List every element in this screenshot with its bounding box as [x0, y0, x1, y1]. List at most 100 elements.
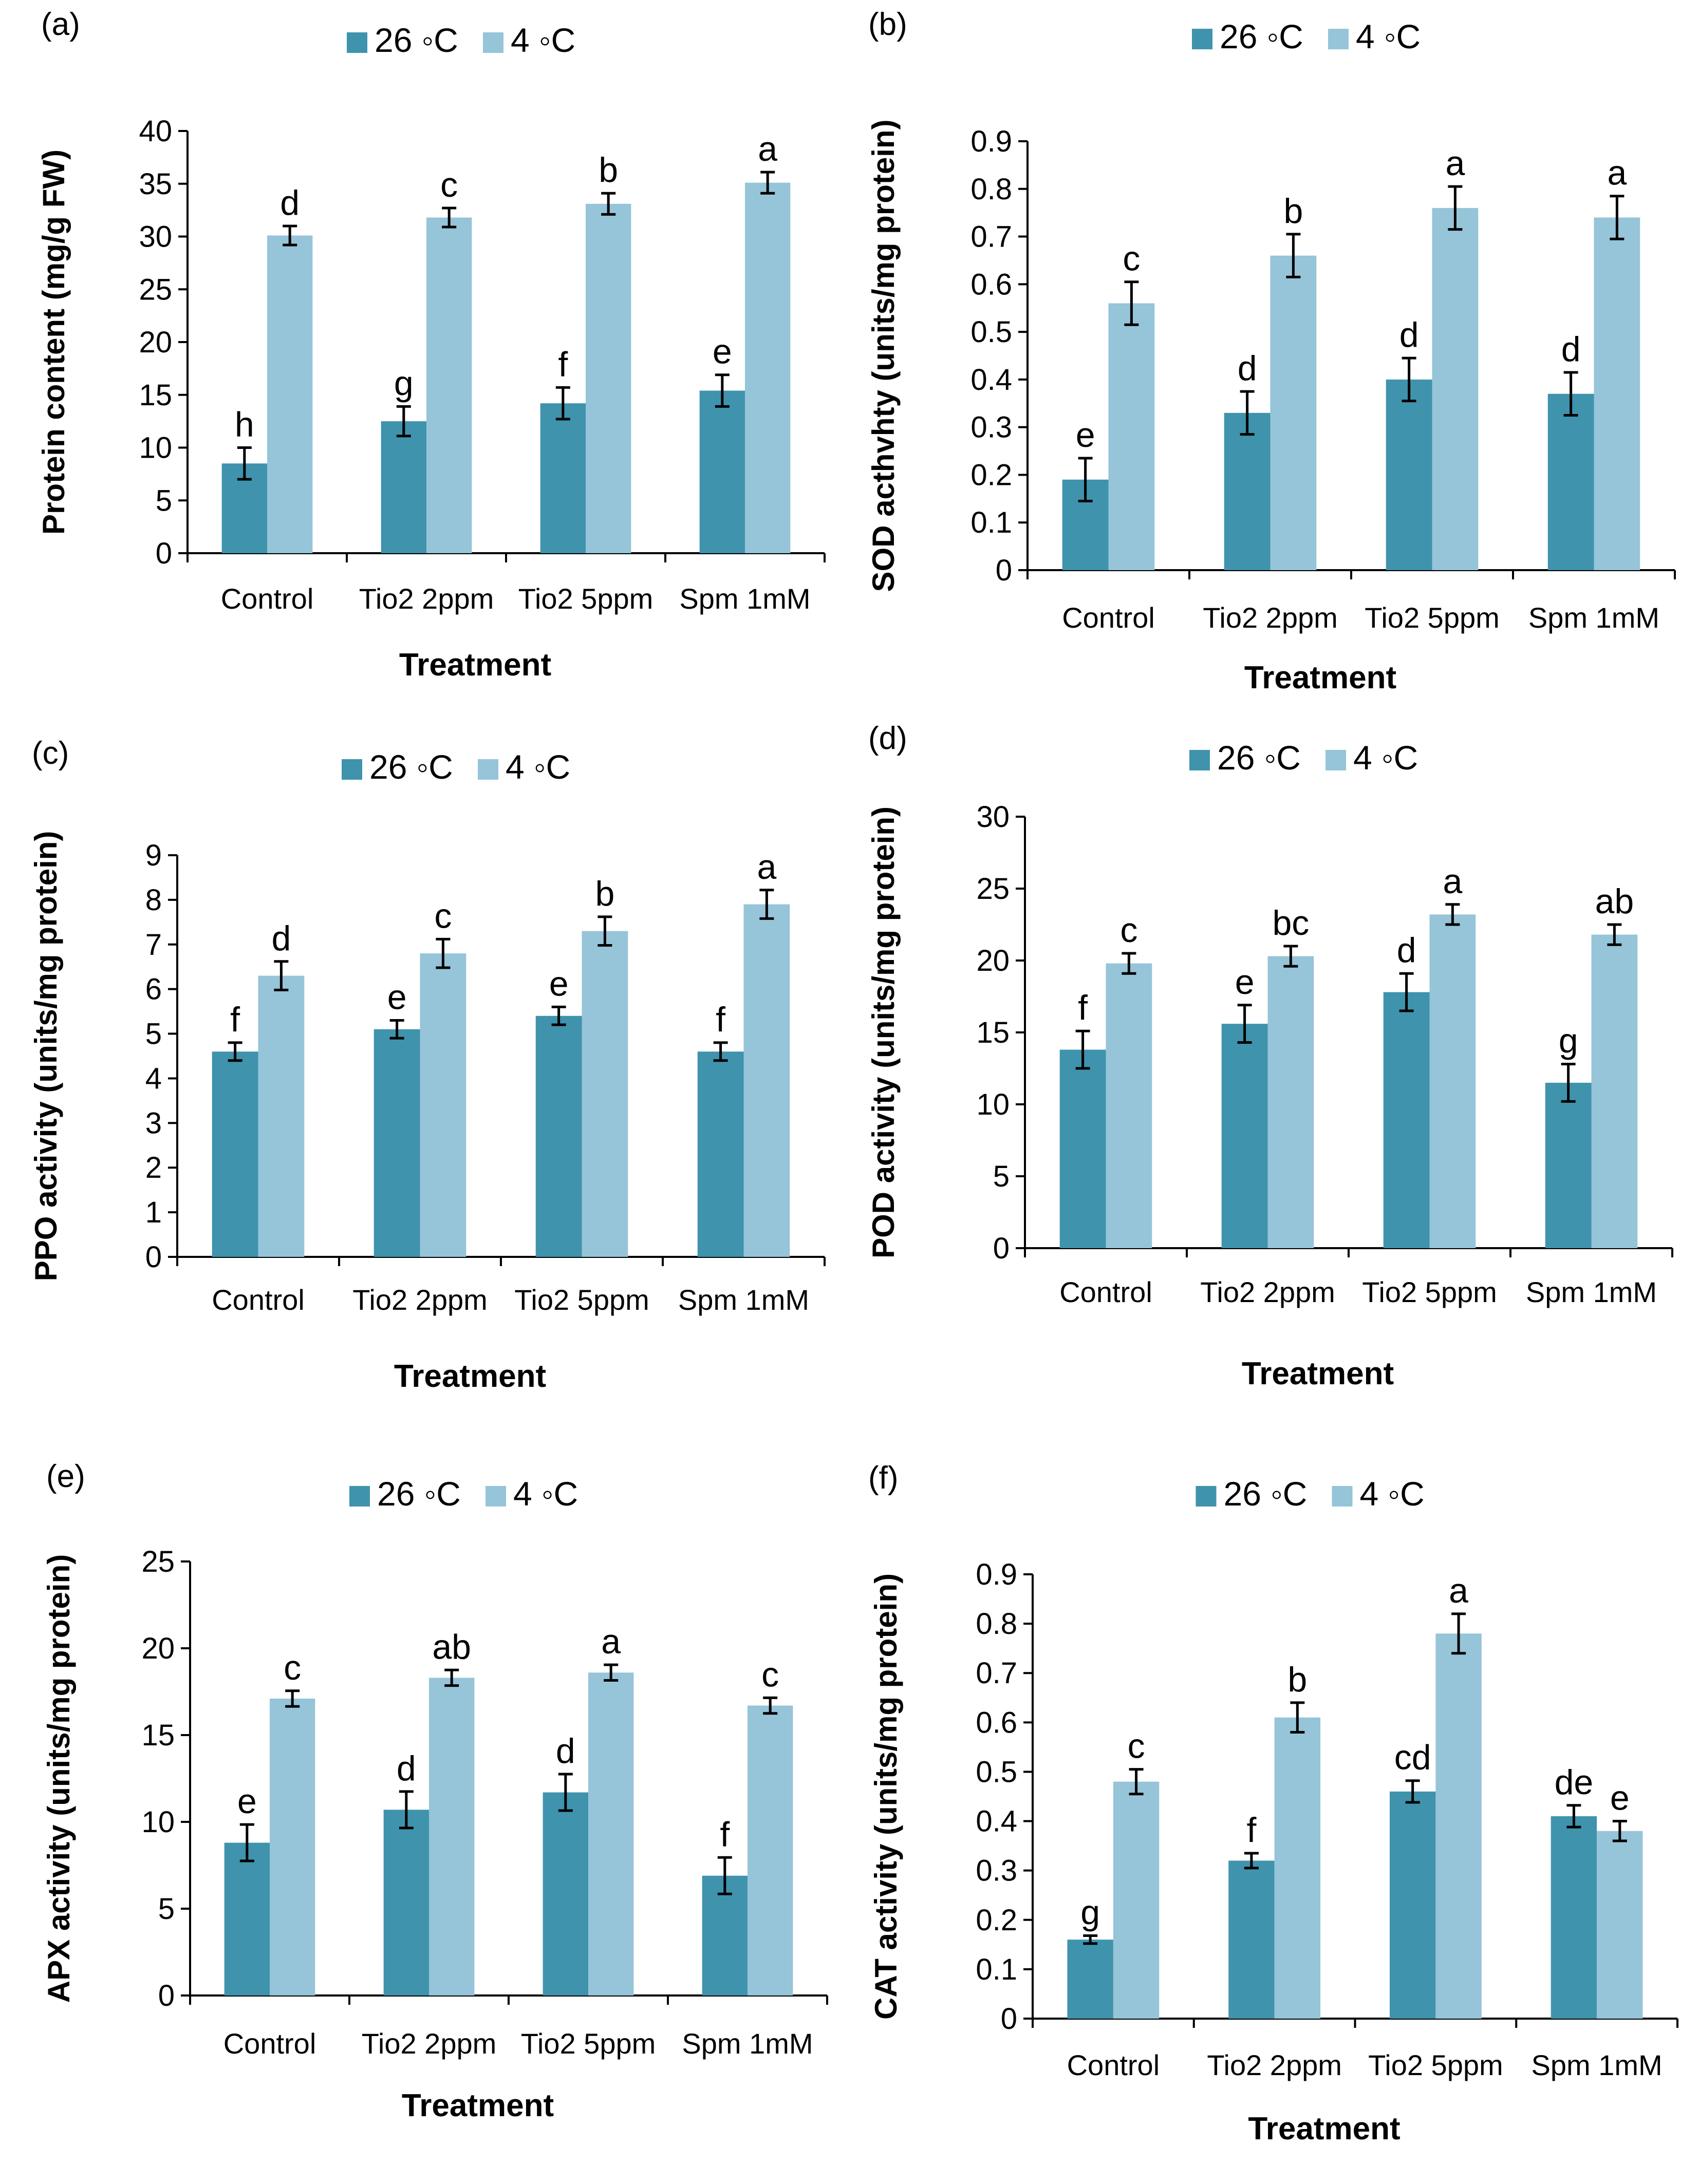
bar-4c: [267, 235, 313, 553]
error-bar: [399, 1790, 414, 1830]
significance-letter: f: [558, 345, 568, 384]
x-category-label: Spm 1mM: [1526, 1276, 1657, 1308]
bar-4c: [258, 975, 305, 1257]
error-bar: [1399, 972, 1414, 1012]
significance-letter: ab: [1595, 882, 1634, 921]
y-tick-label: 0.9: [976, 1558, 1017, 1591]
significance-letter: bc: [1272, 903, 1309, 943]
bar-26c: [383, 1810, 429, 1995]
error-bar: [1290, 1701, 1305, 1734]
error-bar: [1129, 1768, 1144, 1796]
significance-letter: d: [397, 1749, 416, 1788]
significance-letter: e: [1235, 963, 1255, 1002]
y-tick-label: 0.9: [970, 125, 1012, 158]
y-tick-label: 0.7: [970, 220, 1012, 254]
significance-letter: g: [1559, 1022, 1578, 1061]
x-category-label: Tio2 5ppm: [1365, 601, 1500, 634]
y-tick-label: 10: [139, 431, 172, 465]
y-tick-label: 0.4: [970, 363, 1012, 397]
error-bar: [555, 386, 570, 421]
legend-label-26c: 26 ◦C: [1220, 17, 1303, 55]
y-tick-label: 1: [145, 1196, 162, 1229]
error-bar: [237, 446, 252, 481]
legend-swatch-26c: [349, 1486, 370, 1507]
bar-4c: [426, 217, 472, 553]
error-bar: [1566, 1804, 1581, 1829]
significance-letter: c: [1120, 911, 1137, 950]
significance-letter: a: [757, 848, 776, 887]
y-axis-title: POD activity (units/mg protein): [866, 806, 901, 1258]
y-tick-label: 0: [1001, 2002, 1017, 2036]
bar-26c: [543, 1792, 588, 1995]
significance-letter: e: [1076, 416, 1095, 455]
significance-letter: c: [284, 1648, 301, 1687]
bar-26c: [1224, 412, 1271, 570]
bar-26c: [697, 1051, 744, 1257]
error-bar: [436, 937, 451, 969]
y-tick-label: 6: [145, 973, 162, 1006]
error-bar: [601, 192, 616, 216]
significance-letter: de: [1555, 1763, 1594, 1802]
significance-letter: c: [1123, 239, 1140, 278]
legend-swatch-26c: [1189, 750, 1210, 770]
chart-panel: (c) 26 ◦C 4 ◦C 0 1 2 3 4 5 6 7 8 9 f d Control e c Tio2 2p…: [29, 736, 826, 1394]
significance-letter: f: [716, 1000, 725, 1039]
bar-26c: [1067, 1940, 1113, 2019]
error-bar: [1237, 1004, 1252, 1044]
y-tick-label: 10: [976, 1088, 1010, 1121]
bar-4c: [1108, 303, 1155, 570]
y-tick-label: 40: [139, 115, 172, 148]
error-bar: [1610, 195, 1625, 240]
x-category-label: Tio2 5ppm: [518, 582, 654, 615]
y-tick-label: 20: [139, 326, 172, 359]
error-bar: [604, 1663, 619, 1682]
error-bar: [1402, 356, 1416, 403]
y-tick-label: 0: [158, 1979, 175, 2012]
panel-label: (a): [41, 7, 80, 42]
y-tick-label: 10: [141, 1805, 175, 1839]
bar-26c: [540, 403, 586, 553]
significance-letter: b: [1287, 1660, 1307, 1699]
x-category-label: Tio2 2ppm: [362, 2027, 497, 2060]
significance-letter: a: [1449, 1571, 1468, 1610]
y-tick-label: 0: [996, 554, 1012, 587]
bar-26c: [1386, 379, 1432, 570]
significance-letter: b: [595, 874, 614, 913]
error-bar: [444, 1668, 459, 1687]
significance-letter: a: [1607, 154, 1627, 193]
bar-4c: [1597, 1831, 1643, 2019]
legend-label-4c: 4 ◦C: [513, 1475, 578, 1513]
y-tick-label: 0: [156, 537, 172, 570]
x-category-label: Control: [1062, 601, 1155, 634]
x-category-label: Spm 1mM: [678, 1284, 809, 1316]
error-bar: [396, 405, 411, 438]
significance-letter: cd: [1394, 1738, 1431, 1777]
y-tick-label: 0.7: [976, 1656, 1017, 1690]
error-bar: [274, 960, 289, 991]
y-tick-label: 0.5: [970, 315, 1012, 349]
significance-letter: c: [434, 896, 452, 935]
error-bar: [715, 373, 730, 408]
x-category-label: Spm 1mM: [679, 582, 810, 615]
significance-letter: d: [1238, 349, 1257, 388]
error-bar: [285, 1689, 300, 1708]
error-bar: [228, 1041, 242, 1062]
chart-panel: (b) 26 ◦C 4 ◦C 0 0.1 0.2 0.3 0.4 0.5 0.6 0.7 0.8 0.9…: [866, 7, 1676, 695]
bar-26c: [1551, 1816, 1597, 2019]
legend: 26 ◦C 4 ◦C: [1192, 17, 1421, 55]
bar-4c: [1594, 217, 1640, 570]
y-tick-label: 0: [993, 1232, 1010, 1265]
error-bar: [558, 1773, 573, 1812]
x-category-label: Control: [1067, 2049, 1160, 2081]
bar-26c: [702, 1875, 748, 1995]
legend: 26 ◦C 4 ◦C: [347, 21, 575, 59]
bar-26c: [1547, 393, 1594, 570]
error-bar: [1563, 371, 1578, 417]
significance-letter: e: [237, 1782, 257, 1821]
error-bar: [760, 171, 775, 195]
y-tick-label: 35: [139, 167, 172, 201]
legend-swatch-4c: [478, 759, 498, 780]
legend-label-26c: 26 ◦C: [377, 1475, 461, 1513]
bar-26c: [1545, 1083, 1592, 1248]
